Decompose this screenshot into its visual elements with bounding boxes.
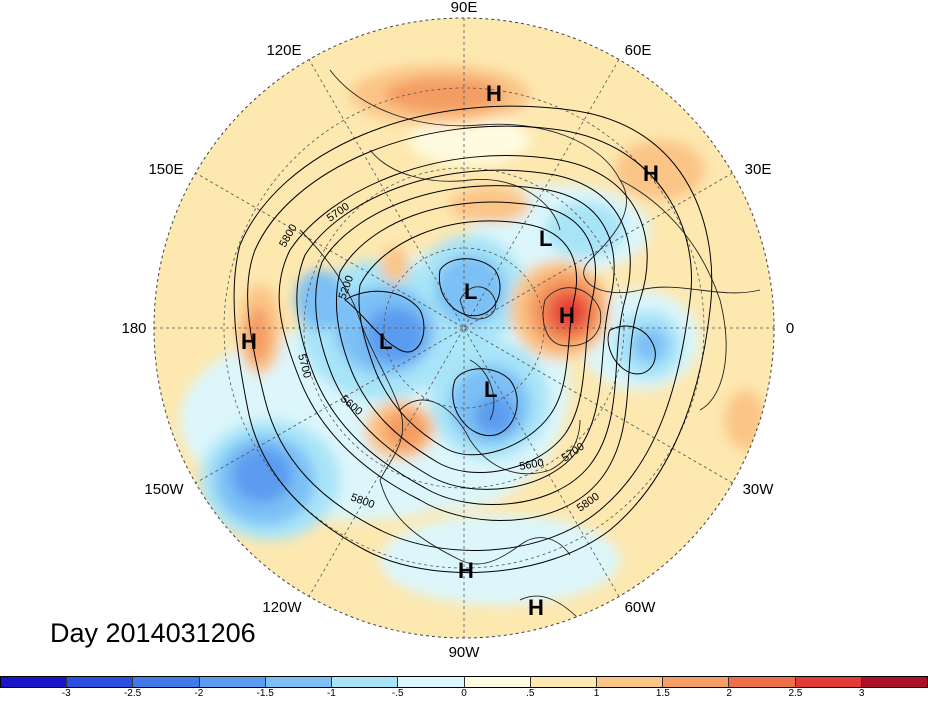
- colorbar-tick-label: 1.5: [655, 688, 670, 699]
- low-center-ural: L: [539, 226, 552, 251]
- colorbar-tick-label: -3: [61, 688, 71, 699]
- colorbar: [0, 676, 928, 688]
- colorbar-tick-label: 1: [593, 688, 600, 699]
- lon-label-90e: 90E: [451, 0, 478, 16]
- high-center-east-siberia: H: [486, 81, 502, 106]
- lon-label-180: 180: [121, 320, 146, 337]
- colorbar-tick-label: .5: [526, 688, 535, 699]
- contour-label: 5600: [518, 457, 544, 473]
- map-border: [153, 17, 775, 639]
- lon-label-150w: 150W: [144, 481, 184, 498]
- colorbar-segment: [729, 677, 796, 687]
- colorbar-segment: [67, 677, 134, 687]
- colorbar-tick-label: -1.5: [256, 688, 274, 699]
- low-center-arctic: L: [464, 279, 477, 304]
- lon-label-120w: 120W: [262, 599, 302, 616]
- contour-labels: 5700 5800 5200 5700 5600 5600 5700 5800 …: [277, 201, 602, 515]
- colorbar-segment: [464, 677, 531, 687]
- high-center-caribbean: H: [528, 595, 544, 620]
- colorbar-segment: [596, 677, 664, 687]
- colorbar-tick-labels: -3 -2.5 -2 -1.5 -1 -.5 0 .5 1 1.5 2 2.5 3: [0, 688, 928, 702]
- colorbar-segment: [795, 677, 862, 687]
- high-center-central-america: H: [458, 558, 474, 583]
- colorbar-tick-label: -2: [194, 688, 204, 699]
- pressure-centers: H H L L H L H L H H: [241, 81, 659, 620]
- graticule: [154, 18, 774, 638]
- coastlines: [299, 69, 761, 621]
- lon-label-150e: 150E: [148, 161, 183, 178]
- colorbar-segment: [332, 677, 399, 687]
- lon-label-0: 0: [786, 320, 794, 337]
- longitude-labels: 90E 60E 30E 0 30W 60W 90W 120W 150W 180 …: [121, 0, 794, 661]
- lon-label-60e: 60E: [625, 42, 652, 59]
- lon-label-30e: 30E: [745, 161, 772, 178]
- lon-label-90w: 90W: [449, 644, 481, 661]
- colorbar-segment: [133, 677, 200, 687]
- high-center-central-asia: H: [643, 161, 659, 186]
- map-title: Day 2014031206: [50, 618, 256, 648]
- colorbar-tick-label: 2: [726, 688, 732, 699]
- height-contours: [233, 105, 713, 574]
- high-center-pacific: H: [241, 329, 257, 354]
- colorbar-tick-label: -1: [326, 688, 336, 699]
- high-center-europe: H: [559, 303, 575, 328]
- colorbar-tick-label: 0: [461, 688, 467, 699]
- low-center-canada: L: [484, 377, 497, 402]
- colorbar-segment: [398, 677, 465, 687]
- low-center-bering: L: [379, 329, 392, 354]
- colorbar-segment: [530, 677, 597, 687]
- colorbar-segment: [663, 677, 730, 687]
- colorbar-tick-label: 2.5: [788, 688, 803, 699]
- lon-label-60w: 60W: [625, 599, 657, 616]
- colorbar-segment: [265, 677, 333, 687]
- colorbar-tick-label: -2.5: [123, 688, 142, 699]
- colorbar-tick-label: 3: [858, 688, 865, 699]
- colorbar-segment: [1, 677, 68, 687]
- lon-label-30w: 30W: [743, 481, 775, 498]
- colorbar-segment: [199, 677, 266, 687]
- lon-label-120e: 120E: [266, 42, 301, 59]
- colorbar-tick-label: -.5: [391, 688, 404, 699]
- colorbar-segment: [861, 677, 928, 687]
